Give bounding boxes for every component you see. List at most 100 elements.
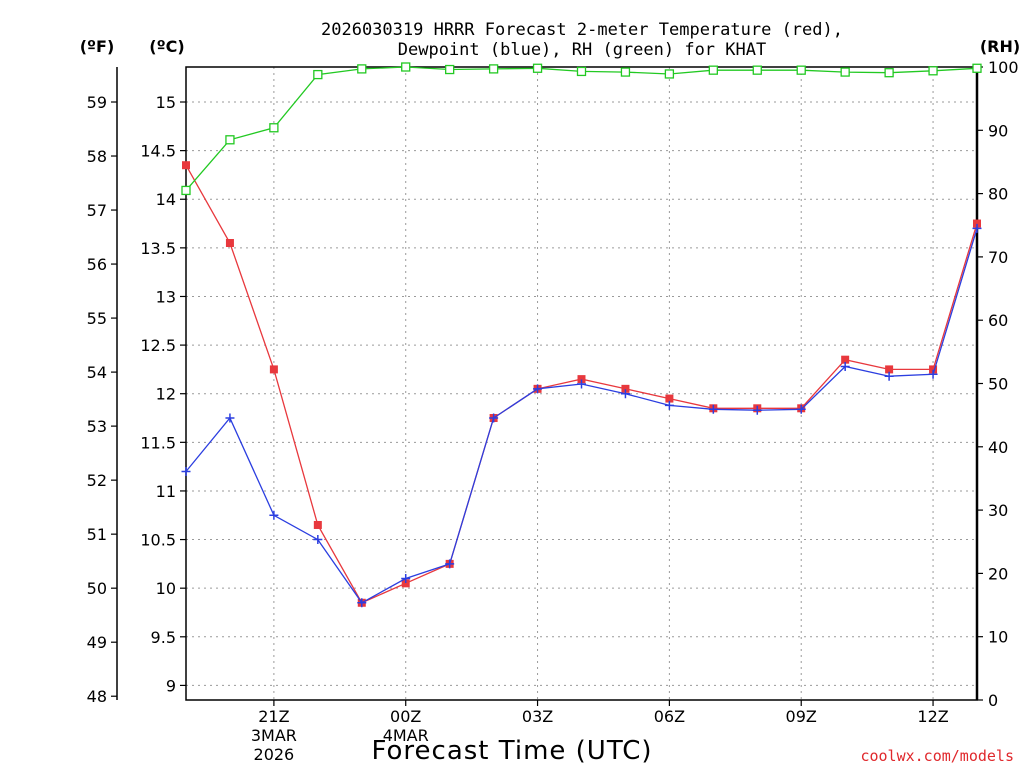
fahrenheit-tick-label: 56 [87,255,107,274]
rh-point [445,64,455,75]
rh-tick-label: 50 [988,375,1008,394]
dewpoint-point [840,361,850,371]
fahrenheit-tick-label: 52 [87,471,107,490]
dewpoint-point [269,510,279,520]
dewpoint-line [185,228,978,604]
dewpoint-point [577,379,586,389]
fahrenheit-tick-label: 53 [87,417,107,436]
temperature-point [577,375,586,384]
temperature-point [313,520,322,529]
rh-point [576,66,587,77]
dewpoint-point [357,598,367,608]
fahrenheit-tick-label: 59 [87,93,107,112]
temperature-point [665,394,674,403]
rh-tick-label: 40 [988,438,1008,457]
rh-tick-label: 20 [988,564,1008,583]
rh-point [796,65,806,75]
x-tick-label: 09Z [786,707,817,726]
rh-point [401,62,411,72]
temperature-point [621,384,630,393]
x-tick-label: 03Z [522,707,553,726]
rh-tick-label: 80 [988,185,1008,204]
dewpoint-point [489,413,499,423]
temperature-point [973,219,981,228]
x-tick-label: 21Z [258,707,289,726]
temperature-point [225,238,234,247]
site-credit: coolwx.com/models [860,747,1014,765]
rh-tick-label: 70 [988,248,1008,267]
dewpoint-point [884,371,894,381]
dewpoint-point [664,400,674,410]
fahrenheit-tick-label: 48 [87,687,107,706]
x-tick-label: 12Z [917,707,948,726]
temperature-point [182,161,190,170]
dewpoint-point [533,384,543,394]
dewpoint-point [752,405,762,415]
celsius-tick-label: 11 [156,482,176,501]
dewpoint-point [401,573,411,583]
dewpoint-point [445,559,455,569]
dewpoint-point [972,223,982,233]
temperature-point [929,365,938,374]
celsius-tick-label: 13 [156,287,176,306]
rh-point [620,67,631,77]
x-axis-label: Forecast Time (UTC) [371,736,652,766]
x-tick-label: 4MAR [383,726,429,745]
x-tick-label: 3MAR [251,726,297,745]
fahrenheit-tick-label: 49 [87,633,107,652]
x-tick-label: 2026 [254,745,295,764]
rh-tick-label: 60 [988,311,1008,330]
temperature-point [269,365,278,374]
celsius-tick-label: 13.5 [140,239,176,258]
rh-point [357,64,367,74]
fahrenheit-tick-label: 50 [87,579,107,598]
celsius-tick-label: 12 [156,385,176,404]
celsius-tick-label: 9.5 [151,628,176,647]
dewpoint-point [620,389,630,399]
rh-tick-label: 0 [988,691,998,710]
rh-point [488,64,499,74]
fahrenheit-tick-label: 55 [87,309,107,328]
dewpoint-point [313,535,323,545]
x-tick-label: 00Z [390,707,421,726]
temperature-point [401,579,410,588]
rh-tick-label: 30 [988,501,1008,520]
dewpoint-point [225,413,235,423]
fahrenheit-tick-label: 57 [87,201,107,220]
celsius-tick-label: 15 [156,93,176,112]
celsius-tick-label: 11.5 [140,433,176,452]
chart-title-line2: Dewpoint (blue), RH (green) for KHAT [398,40,766,60]
x-tick-label: 06Z [654,707,685,726]
rh-tick-label: 10 [988,628,1008,647]
dewpoint-point [708,404,718,414]
celsius-tick-label: 14.5 [140,142,176,161]
rh-tick-label: 90 [988,121,1008,140]
rh-point [840,67,850,77]
celsius-tick-label: 10 [156,579,176,598]
celsius-axis-unit: (ºC) [149,37,184,56]
dewpoint-point [796,404,806,414]
axes: 9 9.5 10 10.5 11 11.5 12 12.5 13 13.5 14 14.5 15 48 49… [87,58,1019,764]
rh-point [928,66,938,76]
rh-point [313,69,323,80]
data-series [181,62,982,608]
rh-point [708,65,718,75]
chart-title-line1: 2026030319 HRRR Forecast 2-meter Tempera… [321,20,843,40]
rh-point [972,63,982,73]
fahrenheit-axis-unit: (ºF) [80,37,115,56]
rh-tick-label: 100 [988,58,1019,77]
celsius-tick-label: 12.5 [140,336,176,355]
rh-point [532,63,543,73]
rh-point [269,123,279,133]
rh-point [225,135,235,145]
rh-point [664,69,675,79]
rh-line [185,66,978,191]
rh-point [884,68,894,78]
celsius-tick-label: 9 [166,676,176,695]
temperature-point [885,365,894,374]
fahrenheit-tick-label: 54 [87,363,107,382]
temperature-point [841,355,850,364]
celsius-tick-label: 14 [156,190,176,209]
dewpoint-point [181,466,191,476]
